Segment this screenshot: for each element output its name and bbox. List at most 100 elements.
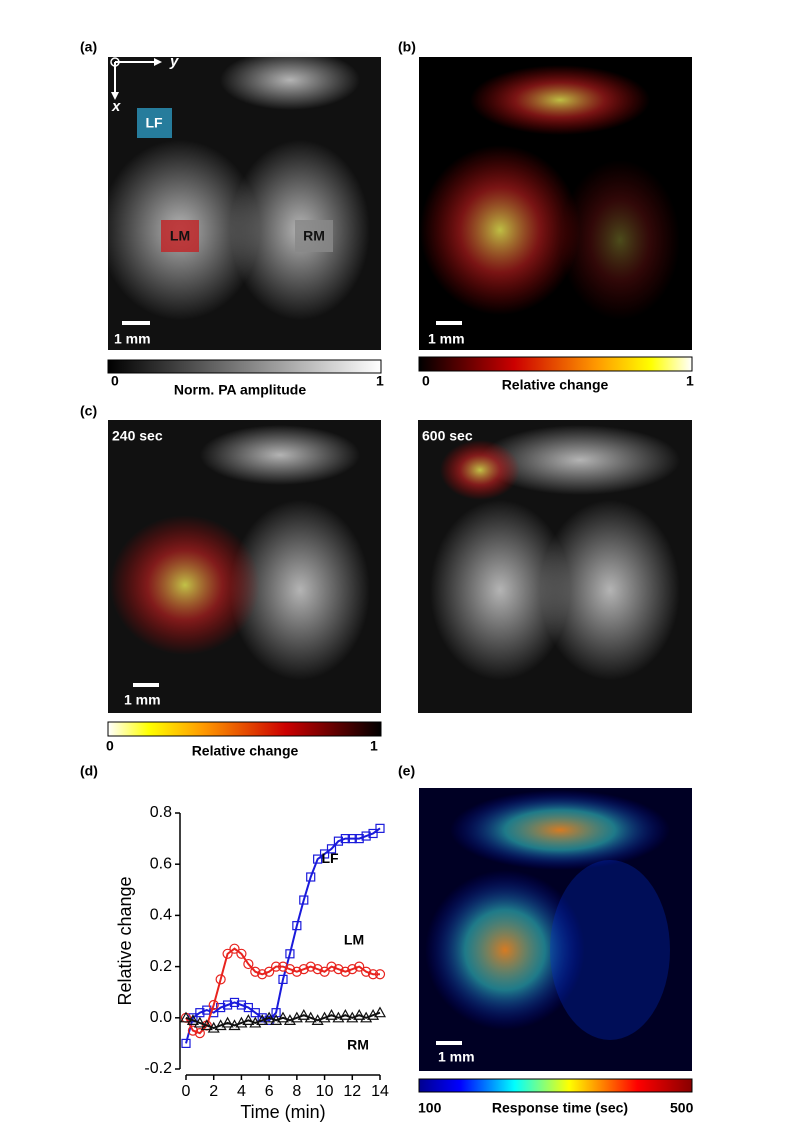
x-tick-label: 4 — [237, 1083, 246, 1100]
colorbar — [107, 721, 382, 737]
marker — [340, 833, 350, 844]
x-tick-label: 6 — [265, 1083, 274, 1100]
scale-bar-label: 1 mm — [114, 331, 151, 347]
marker — [271, 1008, 281, 1018]
marker — [291, 966, 302, 977]
marker — [333, 836, 344, 846]
marker — [326, 961, 337, 972]
marker — [354, 833, 364, 844]
colorbar-max: 1 — [686, 373, 694, 389]
panel-label: (c) — [80, 403, 97, 419]
colorbar-title: Relative change — [502, 377, 609, 393]
marker — [193, 1016, 206, 1028]
x-axis-label: Time (min) — [240, 1102, 325, 1122]
colorbar — [418, 1078, 693, 1093]
marker — [319, 849, 330, 859]
colorbar-max: 1 — [376, 373, 384, 389]
response-image — [419, 788, 692, 1071]
marker — [285, 949, 295, 959]
colorbar — [107, 359, 382, 374]
marker — [195, 1008, 205, 1018]
marker — [305, 961, 316, 972]
marker — [347, 964, 358, 975]
marker — [325, 1009, 338, 1020]
y-tick-label: -0.2 — [144, 1060, 172, 1077]
region-label: RM — [303, 228, 325, 244]
scale-bar-label: 1 mm — [428, 331, 465, 347]
marker — [215, 974, 226, 985]
marker — [250, 1008, 260, 1018]
panel-label: (a) — [80, 39, 97, 55]
x-tick-label: 14 — [371, 1083, 389, 1100]
series-line — [185, 947, 380, 1035]
marker — [277, 961, 289, 972]
marker — [221, 1016, 234, 1028]
marker — [361, 831, 371, 841]
region-label: LF — [145, 115, 163, 131]
panel-label: (e) — [398, 763, 415, 779]
change-image — [419, 57, 692, 350]
y-tick-label: 0.2 — [150, 958, 172, 975]
marker — [374, 969, 386, 980]
marker — [292, 921, 302, 931]
frame-label: 240 sec — [112, 428, 163, 444]
marker — [186, 1014, 199, 1025]
marker — [368, 828, 378, 839]
y-tick-label: 0.6 — [150, 855, 172, 872]
series-label: RM — [347, 1037, 369, 1053]
marker — [222, 948, 233, 959]
marker — [229, 997, 240, 1008]
marker — [340, 966, 351, 977]
axis-label: x — [111, 98, 121, 115]
marker — [367, 969, 379, 980]
scale-bar-label: 1 mm — [124, 692, 161, 708]
marker — [304, 1011, 317, 1023]
colorbar — [418, 356, 693, 372]
marker — [353, 1009, 366, 1020]
marker — [319, 966, 330, 977]
marker — [297, 1009, 310, 1020]
marker — [202, 1005, 212, 1015]
series-line — [185, 827, 381, 1044]
y-tick-label: 0.4 — [150, 907, 172, 924]
marker — [222, 1000, 233, 1010]
marker — [242, 1014, 255, 1025]
marker — [236, 948, 247, 959]
chart: -0.2 0.0 0.2 0.4 0.6 0.8 0 2 4 6 8 10 12 14 Time (min)… — [115, 804, 389, 1122]
marker — [361, 966, 372, 977]
marker — [375, 823, 385, 833]
overlay-image — [108, 420, 692, 713]
series-label: LF — [321, 850, 339, 866]
marker — [194, 1028, 205, 1039]
y-tick-label: 0.8 — [150, 804, 172, 821]
scale-bar-label: 1 mm — [438, 1049, 475, 1065]
marker — [209, 1008, 219, 1018]
y-tick-label: 0.0 — [150, 1009, 172, 1026]
axis-label: y — [169, 53, 179, 70]
marker — [299, 895, 309, 905]
panel-label: (b) — [398, 39, 416, 55]
marker — [298, 964, 309, 975]
marker — [187, 1025, 199, 1036]
marker — [284, 964, 296, 975]
x-tick-label: 8 — [292, 1083, 301, 1100]
marker — [373, 1006, 387, 1018]
colorbar-title: Norm. PA amplitude — [174, 382, 306, 398]
colorbar-min: 0 — [111, 373, 119, 389]
marker — [257, 969, 268, 980]
marker — [264, 966, 275, 977]
panel-label: (d) — [80, 763, 98, 779]
marker — [333, 964, 344, 975]
marker — [347, 833, 357, 844]
marker — [278, 974, 288, 985]
marker — [179, 1011, 193, 1023]
marker — [313, 854, 323, 864]
marker — [236, 1000, 247, 1010]
marker — [200, 1019, 213, 1031]
colorbar-min: 0 — [106, 738, 114, 754]
x-tick-label: 0 — [182, 1083, 191, 1100]
colorbar-min: 100 — [418, 1100, 442, 1116]
marker — [263, 1011, 276, 1023]
colorbar-title: Relative change — [192, 743, 299, 759]
